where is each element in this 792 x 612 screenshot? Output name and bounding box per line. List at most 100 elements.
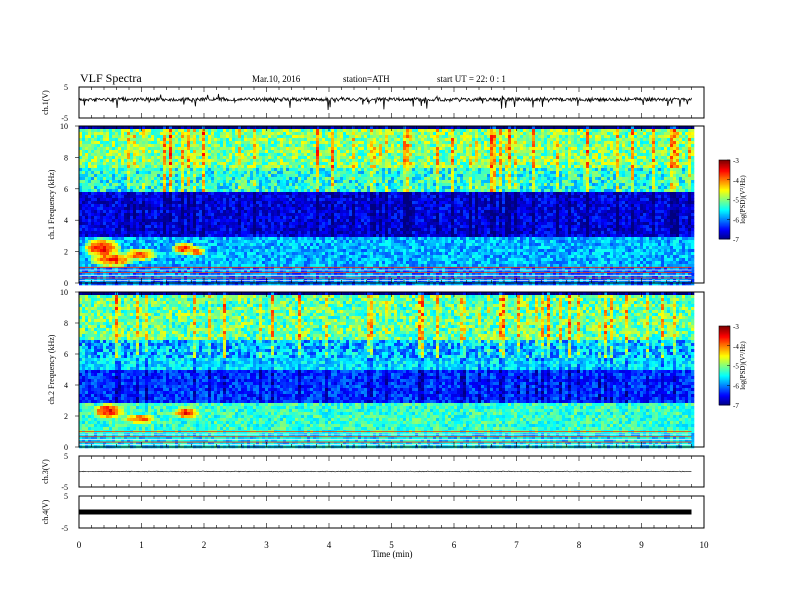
colorbar-cell: [719, 331, 730, 334]
y-axis-label: ch.2 Frequency (kHz): [47, 334, 56, 404]
colorbar-tick-label: -7: [733, 236, 739, 244]
colorbar-cell: [719, 199, 730, 202]
colorbar-cell: [719, 198, 730, 200]
y-tick-label: 2: [64, 412, 68, 421]
y-tick-label: 5: [64, 452, 68, 461]
colorbar-cell: [719, 196, 730, 199]
colorbar-cell: [719, 378, 730, 381]
y-tick-label: 8: [64, 153, 68, 162]
colorbar-cell: [719, 327, 730, 330]
colorbar-cell: [719, 227, 730, 229]
colorbar-cell: [719, 233, 730, 236]
y-axis-label: ch.1(V): [41, 90, 50, 115]
x-tick-label: 0: [77, 540, 82, 550]
trace: [78, 93, 692, 111]
colorbar-cell: [719, 340, 730, 343]
colorbar-cell: [719, 167, 730, 170]
colorbar-cell: [719, 401, 730, 403]
y-axis-label: ch.4(V): [41, 499, 50, 524]
colorbar-cell: [719, 370, 730, 373]
x-tick-label: 2: [202, 540, 207, 550]
colorbar-cell: [719, 326, 730, 328]
colorbar-cell: [719, 329, 730, 332]
colorbar-cell: [719, 178, 730, 181]
colorbar-cell: [719, 357, 730, 360]
colorbar-cell: [719, 402, 730, 405]
colorbar-cell: [719, 162, 730, 165]
colorbar-cell: [719, 376, 730, 378]
colorbar-cell: [719, 211, 730, 214]
colorbar-tick-label: -6: [733, 216, 739, 224]
y-tick-label: 0: [64, 443, 68, 452]
colorbar-cell: [719, 344, 730, 347]
spectrogram-cells: [79, 292, 695, 449]
x-tick-label: 8: [577, 540, 582, 550]
colorbar-cell: [719, 207, 730, 210]
y-tick-label: 10: [60, 122, 68, 131]
colorbar-tick-label: -3: [733, 323, 739, 331]
colorbar-cell: [719, 203, 730, 206]
colorbar-cell: [719, 358, 730, 361]
colorbar-tick-label: -6: [733, 382, 739, 390]
colorbar-cell: [719, 341, 730, 344]
y-axis-label: ch.3(V): [41, 459, 50, 484]
y-tick-label: -5: [61, 114, 68, 123]
colorbar-cell: [719, 187, 730, 190]
colorbar-cell: [719, 170, 730, 173]
colorbar-cell: [719, 216, 730, 219]
colorbar-cell: [719, 328, 730, 331]
colorbar-cell: [719, 387, 730, 390]
colorbar-cell: [719, 210, 730, 212]
colorbar-cell: [719, 175, 730, 178]
colorbar-cell: [719, 191, 730, 194]
colorbar-cell: [719, 395, 730, 398]
colorbar-cell: [719, 397, 730, 399]
x-tick-label: 7: [514, 540, 519, 550]
y-tick-label: -5: [61, 524, 68, 533]
colorbar-cell: [719, 394, 730, 397]
colorbar-cell: [719, 200, 730, 203]
colorbar-cell: [719, 235, 730, 237]
colorbar-cell: [719, 372, 730, 374]
colorbar-cell: [719, 364, 730, 366]
colorbar-tick-label: -3: [733, 157, 739, 165]
colorbar-cell: [719, 343, 730, 345]
colorbar-cell: [719, 192, 730, 195]
colorbar-cell: [719, 391, 730, 394]
x-tick-label: 9: [639, 540, 644, 550]
spectrogram-cells: [79, 126, 695, 286]
colorbar-cell: [719, 374, 730, 377]
colorbar-tick-label: -5: [733, 363, 739, 371]
colorbar-tick-label: -5: [733, 197, 739, 205]
colorbar-cell: [719, 337, 730, 340]
colorbar-cell: [719, 403, 730, 406]
colorbar-cell: [719, 352, 730, 355]
y-tick-label: 5: [64, 83, 68, 92]
header-start-time: start UT = 22: 0 : 1: [437, 74, 506, 84]
x-tick-label: 3: [264, 540, 269, 550]
colorbar-cell: [719, 177, 730, 179]
colorbar-tick-label: -7: [733, 402, 739, 410]
colorbar-cell: [719, 360, 730, 363]
colorbar-cell: [719, 190, 730, 193]
colorbar-cell: [719, 194, 730, 197]
colorbar-cell: [719, 382, 730, 385]
colorbar-tick-label: -4: [733, 343, 739, 351]
colorbar-cell: [719, 174, 730, 177]
colorbar-cell: [719, 386, 730, 389]
colorbar-cell: [719, 160, 730, 162]
y-tick-label: -5: [61, 483, 68, 492]
colorbar-cell: [719, 333, 730, 336]
colorbar-cell: [719, 163, 730, 166]
figure-title: VLF Spectra: [80, 71, 142, 85]
colorbar-cell: [719, 220, 730, 223]
colorbar-cell: [719, 336, 730, 339]
trace: [79, 509, 692, 515]
colorbar-cell: [719, 348, 730, 351]
colorbar-cell: [719, 373, 730, 376]
colorbar-cell: [719, 377, 730, 380]
colorbar-cell: [719, 398, 730, 401]
trace: [78, 470, 692, 473]
colorbar-cell: [719, 195, 730, 198]
colorbar-cell: [719, 231, 730, 233]
